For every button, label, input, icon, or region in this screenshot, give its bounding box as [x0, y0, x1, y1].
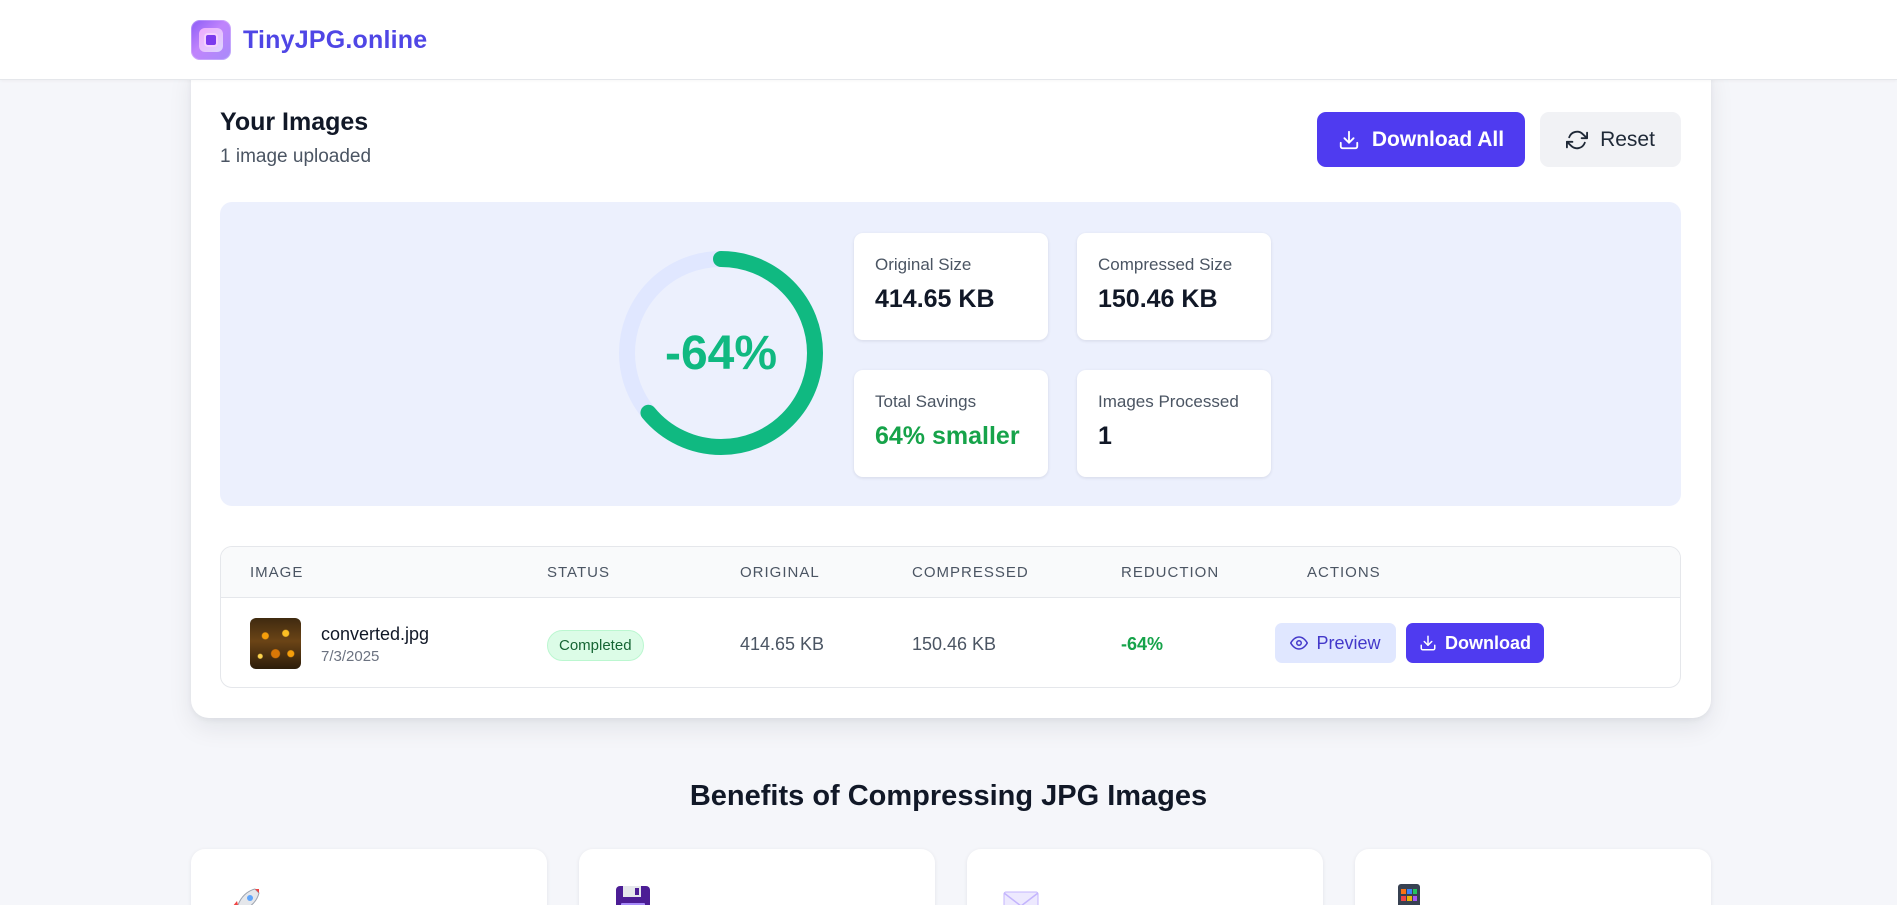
stat-original-size: Original Size 414.65 KB — [854, 233, 1048, 340]
rocket-icon — [233, 888, 260, 905]
stat-compressed-size: Compressed Size 150.46 KB — [1077, 233, 1271, 340]
stat-value: 64% smaller — [875, 422, 1020, 450]
eye-icon — [1290, 636, 1309, 650]
floppy-disk-icon — [616, 886, 650, 905]
benefits-title: Benefits of Compressing JPG Images — [689, 780, 1208, 812]
column-header-reduction: REDUCTION — [1121, 564, 1220, 581]
file-name: converted.jpg — [321, 624, 430, 644]
stat-images-processed: Images Processed 1 — [1077, 370, 1271, 477]
envelope-icon — [1003, 891, 1039, 905]
stat-total-savings: Total Savings 64% smaller — [854, 370, 1048, 477]
benefit-card-speed — [191, 849, 547, 905]
compression-summary: -64% Original Size 414.65 KB Compressed … — [220, 202, 1681, 506]
download-all-button[interactable]: Download All — [1317, 112, 1525, 167]
gauge-fill — [619, 251, 823, 455]
column-header-image: IMAGE — [250, 564, 304, 581]
preview-button[interactable]: Preview — [1275, 623, 1396, 663]
image-logo-icon — [191, 20, 231, 60]
reset-label: Reset — [1600, 127, 1655, 151]
column-header-actions: ACTIONS — [1307, 564, 1381, 581]
column-header-original: ORIGINAL — [740, 564, 820, 581]
column-header-status: STATUS — [547, 564, 610, 581]
reduction-gauge — [619, 251, 823, 455]
stat-value: 1 — [1098, 422, 1112, 450]
download-all-label: Download All — [1371, 127, 1505, 151]
compressed-size-cell: 150.46 KB — [912, 634, 997, 654]
original-size-cell: 414.65 KB — [740, 634, 825, 654]
column-header-compressed: COMPRESSED — [912, 564, 1029, 581]
status-badge: Completed — [547, 630, 644, 661]
benefit-card-email — [967, 849, 1323, 905]
table-header: IMAGE STATUS ORIGINAL COMPRESSED REDUCTI… — [221, 547, 1680, 598]
download-icon — [1339, 130, 1359, 149]
reduction-percent: -64% — [664, 326, 778, 380]
download-label: Download — [1445, 632, 1531, 653]
refresh-icon — [1566, 130, 1589, 149]
top-navbar: TinyJPG.online — [0, 0, 1897, 80]
download-button[interactable]: Download — [1406, 623, 1544, 663]
brand-home-link[interactable]: TinyJPG.online — [191, 20, 427, 60]
images-count: 1 image uploaded — [220, 146, 372, 167]
stat-value: 150.46 KB — [1098, 285, 1218, 313]
stat-value: 414.65 KB — [875, 285, 995, 313]
stat-label: Total Savings — [875, 392, 977, 411]
stat-label: Compressed Size — [1098, 255, 1233, 274]
file-date: 7/3/2025 — [321, 648, 380, 665]
images-card: Your Images 1 image uploaded Download Al… — [191, 60, 1711, 718]
preview-label: Preview — [1316, 632, 1381, 653]
reduction-cell: -64% — [1121, 634, 1164, 654]
benefit-card-storage — [579, 849, 935, 905]
image-thumbnail — [250, 618, 301, 669]
table-row: converted.jpg 7/3/2025 Completed 414.65 … — [221, 598, 1680, 687]
mobile-phone-icon — [1398, 884, 1420, 905]
stat-label: Original Size — [875, 255, 972, 274]
benefit-card-mobile — [1355, 849, 1711, 905]
images-title: Your Images — [220, 108, 369, 136]
stat-label: Images Processed — [1098, 392, 1239, 411]
images-table: IMAGE STATUS ORIGINAL COMPRESSED REDUCTI… — [220, 546, 1681, 688]
download-icon — [1420, 635, 1436, 651]
reset-button[interactable]: Reset — [1540, 112, 1681, 167]
brand-name: TinyJPG.online — [243, 25, 428, 54]
